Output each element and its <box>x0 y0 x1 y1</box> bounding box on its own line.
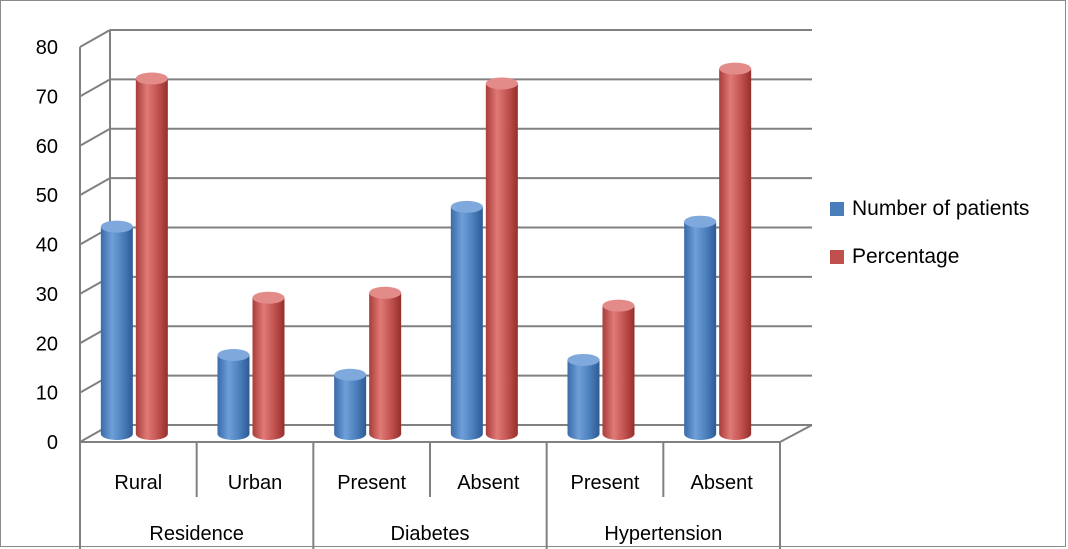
bar-top <box>217 349 250 361</box>
bar-percentage <box>369 286 402 440</box>
bar-top <box>684 215 717 228</box>
category-label: Absent <box>457 472 520 494</box>
bar-patients <box>100 220 133 440</box>
y-tick-label: 60 <box>36 136 58 158</box>
bars <box>100 62 752 440</box>
bar-percentage <box>485 77 518 440</box>
group-label: Residence <box>149 523 244 545</box>
bar-top <box>334 368 367 381</box>
bar-body <box>135 78 168 440</box>
side-gridline-60 <box>79 127 111 147</box>
y-tick-label: 10 <box>36 383 58 405</box>
axis-labels: 0 10 20 30 40 50 60 70 80 Rural Urban Present Absent… <box>36 37 753 545</box>
group-label: Diabetes <box>391 523 470 545</box>
bar-body <box>334 374 367 440</box>
bar-top <box>252 291 285 304</box>
bar-top <box>567 353 600 366</box>
legend: Number of patients Percentage <box>830 197 1029 268</box>
side-gridline-80 <box>79 29 111 48</box>
bar-top <box>602 299 635 312</box>
bar-top <box>485 77 518 90</box>
bar-body <box>450 206 483 440</box>
category-label: Rural <box>114 472 162 494</box>
y-tick-label: 30 <box>36 284 58 306</box>
bar-percentage <box>719 62 752 440</box>
bar-percentage <box>135 72 168 440</box>
y-tick-label: 50 <box>36 185 58 207</box>
category-label: Urban <box>228 472 282 494</box>
bar-top <box>135 72 168 85</box>
y-tick-label: 40 <box>36 235 58 257</box>
legend-swatch <box>830 250 844 264</box>
y-tick-label: 80 <box>36 37 58 59</box>
bar-patients <box>217 349 250 440</box>
side-gridline-70 <box>79 78 111 98</box>
bar-top <box>719 62 752 75</box>
floor-right-edge <box>779 424 813 443</box>
group-label: Hypertension <box>604 523 722 545</box>
bar-patients <box>684 215 717 440</box>
bar-patients <box>334 368 367 440</box>
bar-body <box>719 68 752 440</box>
legend-label: Number of patients <box>852 197 1029 220</box>
legend-swatch <box>830 202 844 216</box>
bar-body <box>100 226 133 440</box>
bar-body <box>217 355 250 440</box>
bar-body <box>369 292 402 440</box>
bar-percentage <box>602 299 635 440</box>
bar-body <box>684 221 717 440</box>
legend-label: Percentage <box>852 245 959 268</box>
y-tick-label: 20 <box>36 333 58 355</box>
bar-top <box>369 286 402 299</box>
bar-body <box>602 305 635 440</box>
bar-body <box>485 83 518 440</box>
bar-body <box>567 359 600 440</box>
bar-top <box>450 200 483 213</box>
bar-patients <box>450 200 483 440</box>
bar-top <box>100 220 133 233</box>
category-label: Present <box>571 472 640 494</box>
bar-body <box>252 297 285 440</box>
bar-percentage <box>252 291 285 440</box>
bar-patients <box>567 353 600 440</box>
y-tick-label: 0 <box>47 432 58 454</box>
side-gridline-50 <box>79 177 111 196</box>
category-label: Present <box>337 472 406 494</box>
y-tick-label: 70 <box>36 86 58 108</box>
category-label: Absent <box>691 472 754 494</box>
